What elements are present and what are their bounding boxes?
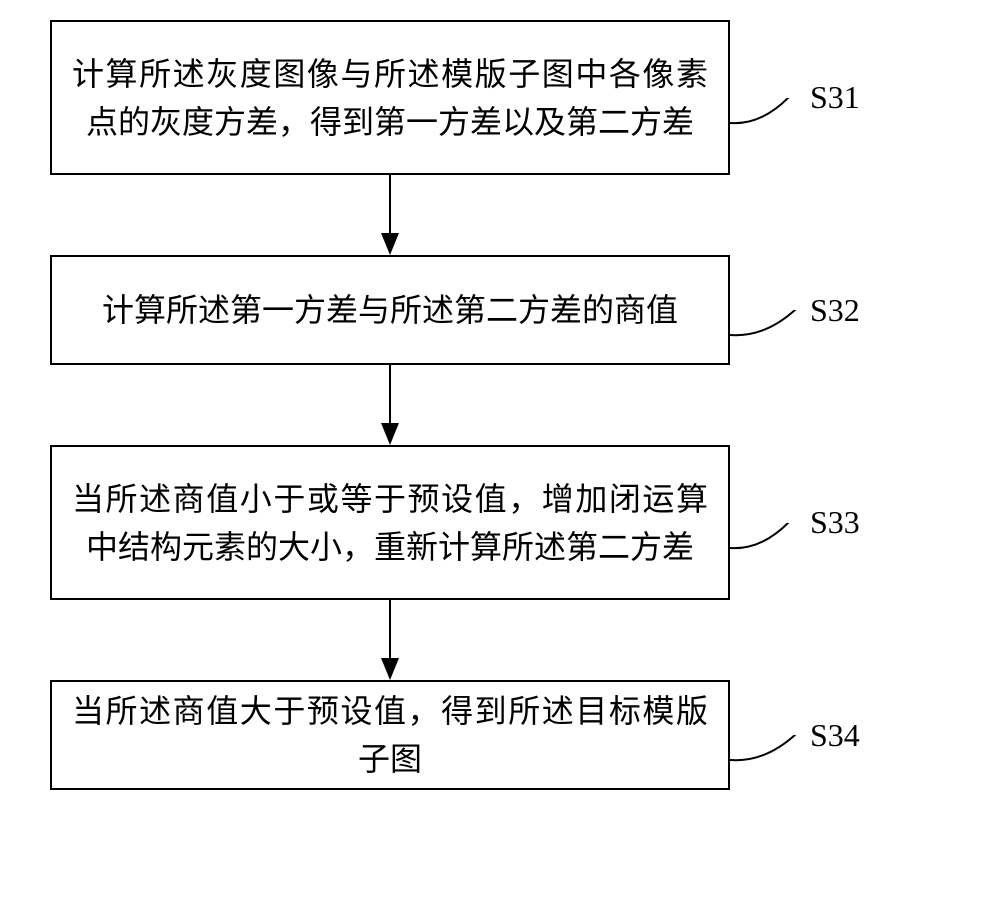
step-row-s31: 计算所述灰度图像与所述模版子图中各像素点的灰度方差，得到第一方差以及第二方差 S… bbox=[50, 20, 950, 175]
connector-curve-s34 bbox=[730, 735, 810, 765]
connector-curve-s31 bbox=[730, 98, 810, 128]
connector-curve-s32 bbox=[730, 310, 810, 340]
arrow-s32-s33 bbox=[50, 365, 730, 445]
arrow-s31-s32 bbox=[50, 175, 730, 255]
step-label-s32: S32 bbox=[810, 292, 860, 329]
step-row-s32: 计算所述第一方差与所述第二方差的商值 S32 bbox=[50, 255, 950, 365]
arrow-icon bbox=[375, 600, 405, 680]
step-text-s34: 当所述商值大于预设值，得到所述目标模版子图 bbox=[72, 687, 708, 783]
step-box-s33: 当所述商值小于或等于预设值，增加闭运算中结构元素的大小，重新计算所述第二方差 bbox=[50, 445, 730, 600]
step-text-s31: 计算所述灰度图像与所述模版子图中各像素点的灰度方差，得到第一方差以及第二方差 bbox=[72, 50, 708, 146]
flowchart-container: 计算所述灰度图像与所述模版子图中各像素点的灰度方差，得到第一方差以及第二方差 S… bbox=[50, 20, 950, 790]
step-text-s32: 计算所述第一方差与所述第二方差的商值 bbox=[102, 286, 678, 334]
step-box-s32: 计算所述第一方差与所述第二方差的商值 bbox=[50, 255, 730, 365]
step-label-s34: S34 bbox=[810, 717, 860, 754]
arrow-icon bbox=[375, 175, 405, 255]
step-row-s34: 当所述商值大于预设值，得到所述目标模版子图 S34 bbox=[50, 680, 950, 790]
arrow-icon bbox=[375, 365, 405, 445]
step-label-s33: S33 bbox=[810, 504, 860, 541]
step-box-s31: 计算所述灰度图像与所述模版子图中各像素点的灰度方差，得到第一方差以及第二方差 bbox=[50, 20, 730, 175]
connector-curve-s33 bbox=[730, 523, 810, 553]
step-text-s33: 当所述商值小于或等于预设值，增加闭运算中结构元素的大小，重新计算所述第二方差 bbox=[72, 475, 708, 571]
step-row-s33: 当所述商值小于或等于预设值，增加闭运算中结构元素的大小，重新计算所述第二方差 S… bbox=[50, 445, 950, 600]
step-box-s34: 当所述商值大于预设值，得到所述目标模版子图 bbox=[50, 680, 730, 790]
arrow-s33-s34 bbox=[50, 600, 730, 680]
step-label-s31: S31 bbox=[810, 79, 860, 116]
